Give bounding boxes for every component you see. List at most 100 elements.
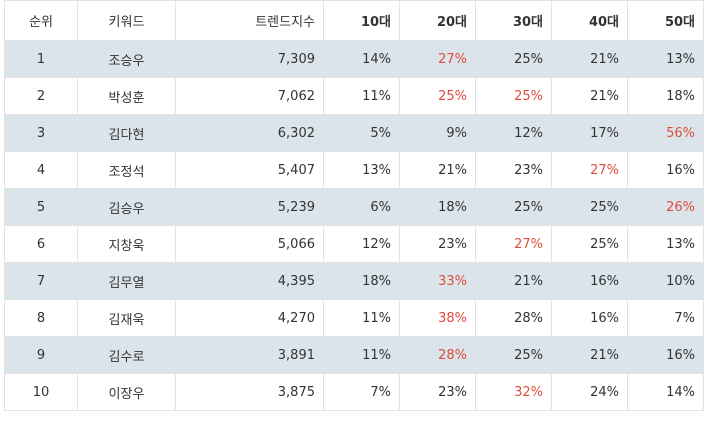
cell-age-50: 7% [627,299,704,337]
cell-rank: 6 [4,225,78,263]
table-row: 2 박성훈 7,062 11% 25% 25% 21% 18% [4,77,704,115]
cell-rank: 2 [4,77,78,115]
cell-trend-index: 4,270 [175,299,324,337]
cell-keyword: 김수로 [77,336,176,374]
cell-trend-index: 4,395 [175,262,324,300]
cell-age-30: 25% [475,188,552,226]
cell-age-20: 38% [399,299,476,337]
header-age-30: 30대 [475,0,552,41]
table-row: 9 김수로 3,891 11% 28% 25% 21% 16% [4,336,704,374]
cell-age-10: 11% [323,299,400,337]
cell-age-50: 10% [627,262,704,300]
cell-age-50: 14% [627,373,704,411]
cell-rank: 10 [4,373,78,411]
cell-age-20: 23% [399,373,476,411]
cell-age-30: 25% [475,40,552,78]
cell-age-50: 56% [627,114,704,152]
cell-age-40: 21% [551,336,628,374]
cell-rank: 3 [4,114,78,152]
cell-trend-index: 3,891 [175,336,324,374]
cell-age-40: 16% [551,262,628,300]
cell-keyword: 김다현 [77,114,176,152]
cell-age-40: 17% [551,114,628,152]
header-trend-index: 트렌드지수 [175,0,324,41]
cell-age-50: 26% [627,188,704,226]
cell-rank: 4 [4,151,78,189]
header-keyword: 키워드 [77,0,176,41]
cell-age-10: 12% [323,225,400,263]
cell-age-10: 11% [323,77,400,115]
header-age-40: 40대 [551,0,628,41]
table-body: 1 조승우 7,309 14% 27% 25% 21% 13% 2 박성훈 7,062 11% 25% 2… [4,40,704,411]
table-row: 10 이장우 3,875 7% 23% 32% 24% 14% [4,373,704,411]
cell-age-30: 32% [475,373,552,411]
cell-age-40: 21% [551,77,628,115]
cell-rank: 7 [4,262,78,300]
cell-age-40: 25% [551,188,628,226]
cell-age-10: 5% [323,114,400,152]
cell-keyword: 박성훈 [77,77,176,115]
header-age-20: 20대 [399,0,476,41]
cell-keyword: 조승우 [77,40,176,78]
cell-age-20: 25% [399,77,476,115]
header-age-10: 10대 [323,0,400,41]
cell-age-40: 21% [551,40,628,78]
cell-age-50: 16% [627,336,704,374]
header-rank: 순위 [4,0,78,41]
cell-trend-index: 7,062 [175,77,324,115]
cell-rank: 5 [4,188,78,226]
table-row: 3 김다현 6,302 5% 9% 12% 17% 56% [4,114,704,152]
cell-rank: 8 [4,299,78,337]
cell-age-30: 25% [475,336,552,374]
cell-age-10: 7% [323,373,400,411]
cell-age-40: 24% [551,373,628,411]
cell-age-30: 21% [475,262,552,300]
cell-age-30: 23% [475,151,552,189]
cell-keyword: 김승우 [77,188,176,226]
cell-age-50: 18% [627,77,704,115]
table-row: 8 김재욱 4,270 11% 38% 28% 16% 7% [4,299,704,337]
cell-age-50: 13% [627,40,704,78]
cell-trend-index: 6,302 [175,114,324,152]
cell-age-20: 23% [399,225,476,263]
cell-age-30: 25% [475,77,552,115]
cell-age-40: 16% [551,299,628,337]
cell-keyword: 김무열 [77,262,176,300]
table-row: 7 김무열 4,395 18% 33% 21% 16% 10% [4,262,704,300]
cell-age-20: 9% [399,114,476,152]
cell-age-20: 33% [399,262,476,300]
cell-age-10: 11% [323,336,400,374]
trend-table-container: 순위 키워드 트렌드지수 10대 20대 30대 40대 50대 1 조승우 7,3… [4,0,704,411]
table-row: 6 지창욱 5,066 12% 23% 27% 25% 13% [4,225,704,263]
header-age-50: 50대 [627,0,704,41]
cell-keyword: 김재욱 [77,299,176,337]
cell-age-10: 6% [323,188,400,226]
cell-age-50: 13% [627,225,704,263]
cell-keyword: 조정석 [77,151,176,189]
cell-keyword: 지창욱 [77,225,176,263]
cell-trend-index: 5,066 [175,225,324,263]
cell-age-10: 18% [323,262,400,300]
cell-age-40: 27% [551,151,628,189]
cell-age-20: 28% [399,336,476,374]
keyword-trend-table: 순위 키워드 트렌드지수 10대 20대 30대 40대 50대 1 조승우 7,3… [4,0,704,411]
cell-age-20: 27% [399,40,476,78]
cell-trend-index: 5,239 [175,188,324,226]
header-row: 순위 키워드 트렌드지수 10대 20대 30대 40대 50대 [4,0,704,41]
cell-age-30: 12% [475,114,552,152]
table-row: 1 조승우 7,309 14% 27% 25% 21% 13% [4,40,704,78]
cell-trend-index: 5,407 [175,151,324,189]
table-row: 4 조정석 5,407 13% 21% 23% 27% 16% [4,151,704,189]
cell-age-30: 28% [475,299,552,337]
cell-age-10: 14% [323,40,400,78]
cell-age-20: 18% [399,188,476,226]
cell-age-40: 25% [551,225,628,263]
table-header: 순위 키워드 트렌드지수 10대 20대 30대 40대 50대 [4,0,704,41]
table-row: 5 김승우 5,239 6% 18% 25% 25% 26% [4,188,704,226]
cell-rank: 1 [4,40,78,78]
cell-keyword: 이장우 [77,373,176,411]
cell-age-10: 13% [323,151,400,189]
cell-age-50: 16% [627,151,704,189]
cell-age-30: 27% [475,225,552,263]
cell-trend-index: 3,875 [175,373,324,411]
